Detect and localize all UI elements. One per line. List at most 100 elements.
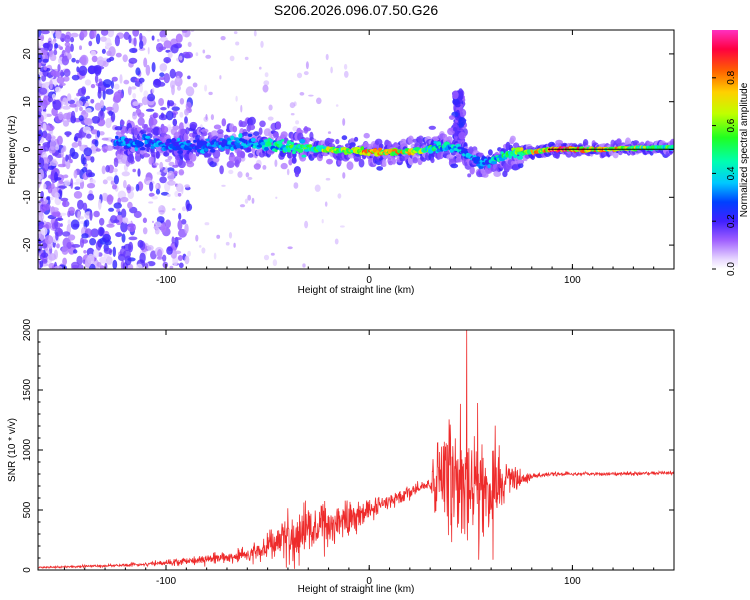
noise-blob	[334, 238, 339, 245]
ridge-core	[246, 143, 251, 147]
noise-blob	[38, 49, 42, 55]
ridge-halo	[210, 130, 219, 137]
ridge-core	[220, 146, 225, 151]
ridge-core	[171, 138, 177, 143]
noise-blob	[38, 211, 45, 222]
ridge-core	[478, 165, 484, 169]
noise-blob	[106, 256, 113, 265]
noise-blob	[39, 260, 44, 268]
noise-blob	[132, 168, 136, 173]
noise-blob	[95, 33, 101, 45]
noise-blob	[102, 79, 112, 88]
noise-blob	[91, 55, 98, 63]
noise-blob	[173, 170, 178, 175]
noise-blob	[79, 106, 83, 112]
ridge-halo	[469, 166, 475, 175]
noise-blob	[44, 235, 54, 245]
spectrogram-x-label: Height of straight line (km)	[298, 285, 415, 296]
noise-blob	[153, 226, 159, 229]
noise-blob	[46, 196, 51, 201]
noise-blob	[99, 100, 105, 109]
noise-blob	[48, 165, 55, 170]
noise-blob	[84, 79, 92, 86]
noise-blob	[337, 193, 342, 199]
noise-blob	[41, 259, 48, 264]
noise-blob	[67, 154, 72, 161]
noise-blob	[55, 30, 61, 39]
ridge-halo	[150, 118, 158, 126]
noise-blob	[159, 72, 165, 77]
noise-blob	[259, 66, 262, 70]
noise-blob	[163, 57, 171, 64]
noise-blob	[49, 139, 56, 151]
noise-blob	[166, 246, 173, 255]
y-tick-label: 500	[22, 501, 33, 518]
ridge-core	[512, 153, 518, 159]
noise-blob	[101, 48, 106, 54]
noise-blob	[108, 207, 115, 212]
noise-blob	[49, 54, 57, 62]
y-tick-label: 2000	[22, 318, 33, 341]
noise-blob	[229, 55, 235, 62]
noise-blob	[89, 263, 96, 269]
noise-blob	[103, 148, 107, 153]
ridge-halo	[142, 153, 151, 158]
colorbar-tick-label: 0.6	[726, 118, 737, 132]
noise-blob	[159, 176, 167, 184]
noise-blob	[106, 176, 114, 181]
noise-blob	[48, 253, 57, 261]
ridge-core	[210, 148, 216, 153]
noise-blob	[105, 37, 112, 49]
ridge-halo	[128, 153, 133, 162]
ridge-core	[515, 147, 522, 151]
noise-blob	[177, 255, 183, 261]
ridge-core	[256, 144, 263, 148]
noise-blob	[321, 219, 324, 224]
noise-blob	[71, 57, 76, 63]
noise-blob	[40, 252, 49, 258]
noise-blob	[327, 131, 332, 134]
ridge-halo	[452, 127, 458, 132]
noise-blob	[91, 30, 97, 39]
ridge-halo	[287, 152, 292, 159]
noise-blob	[65, 160, 71, 170]
noise-blob	[61, 55, 70, 66]
noise-blob	[162, 261, 169, 269]
noise-blob	[49, 79, 53, 90]
noise-blob	[192, 82, 198, 88]
noise-blob	[77, 210, 81, 221]
noise-blob	[245, 172, 250, 178]
noise-blob	[147, 93, 156, 102]
noise-blob	[39, 223, 44, 229]
noise-blob	[102, 179, 108, 185]
noise-blob	[66, 241, 72, 250]
ridge-halo	[391, 157, 396, 165]
noise-blob	[104, 145, 114, 151]
noise-blob	[41, 242, 48, 249]
ridge-halo	[354, 136, 359, 142]
noise-blob	[70, 178, 74, 189]
noise-blob	[113, 157, 119, 168]
noise-blob	[56, 76, 65, 84]
noise-blob	[216, 234, 221, 239]
ridge-core	[499, 157, 506, 162]
noise-blob	[106, 50, 112, 56]
noise-blob	[56, 135, 63, 146]
noise-blob	[262, 84, 269, 93]
noise-blob	[272, 259, 278, 267]
noise-blob	[88, 40, 93, 47]
ridge-halo	[458, 131, 466, 140]
noise-blob	[305, 61, 309, 70]
chart-title: S206.2026.096.07.50.G26	[274, 2, 438, 18]
noise-blob	[148, 201, 154, 204]
noise-blob	[187, 75, 191, 80]
noise-blob	[98, 131, 105, 136]
ridge-core	[144, 144, 151, 148]
ridge-halo	[172, 118, 178, 127]
noise-blob	[84, 144, 88, 148]
noise-blob	[121, 171, 130, 177]
ridge-core	[139, 141, 144, 147]
noise-blob	[247, 194, 252, 201]
burst-blob	[458, 117, 466, 126]
